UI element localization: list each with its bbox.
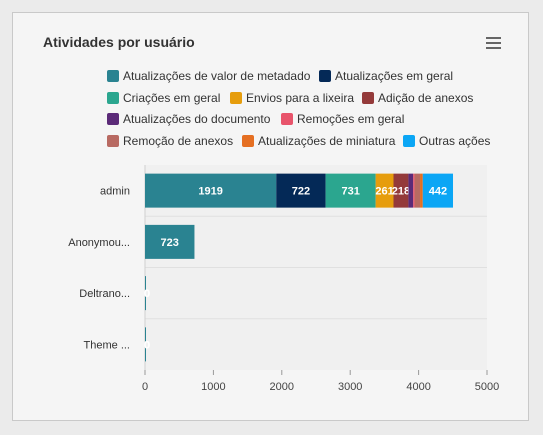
legend-swatch [281,113,293,125]
panel-title: Atividades por usuário [43,34,195,50]
bar-segment-theme-atualizacoes-de-valor-de-metadado[interactable] [145,327,146,362]
data-label: 0 [144,339,150,351]
legend-label: Envios para a lixeira [246,91,355,105]
legend-swatch [242,135,254,147]
bar-segment-admin-atualizacoes-do-documento[interactable] [408,173,414,208]
data-label: 218 [392,186,410,198]
bar-segment-deltrano-atualizacoes-de-valor-de-metadado[interactable] [145,276,146,311]
legend-item-atualizacoes-de-miniatura[interactable]: Atualizações de miniatura [242,134,395,148]
data-label: 442 [429,186,447,198]
legend-swatch [107,113,119,125]
legend-item-remocoes-em-geral[interactable]: Remoções em geral [281,112,404,126]
bar-segment-admin-remocao-de-anexos[interactable] [414,173,421,208]
legend-swatch [230,92,242,104]
category-label-deltrano: Deltrano... [79,288,130,300]
x-tick-label: 0 [142,381,148,393]
legend-swatch [362,92,374,104]
legend-label: Adição de anexos [378,91,474,105]
legend-label: Remoção de anexos [123,134,234,148]
legend-item-atualizacoes-do-documento[interactable]: Atualizações do documento [107,112,270,126]
legend-label: Atualizações de valor de metadado [123,69,311,83]
data-label: 1919 [198,186,222,198]
legend-swatch [403,135,415,147]
legend-item-criacoes-em-geral[interactable]: Criações em geral [107,91,220,105]
legend-label: Remoções em geral [297,112,405,126]
legend-swatch [107,92,119,104]
legend-label: Criações em geral [123,91,221,105]
bar-segment-admin-outras-acoes[interactable] [422,173,454,208]
data-label: 722 [292,186,310,198]
legend-swatch [107,70,119,82]
legend-label: Atualizações do documento [123,112,271,126]
bar-segment-admin-atualizacoes-de-miniatura[interactable] [420,173,423,208]
legend-label: Atualizações de miniatura [258,134,396,148]
legend-item-atualizacoes-de-valor-de-metadado[interactable]: Atualizações de valor de metadado [107,69,310,83]
legend-label: Outras ações [419,134,491,148]
x-tick-label: 1000 [201,381,225,393]
x-tick-label: 4000 [406,381,430,393]
legend-item-envios-para-a-lixeira[interactable]: Envios para a lixeira [230,91,354,105]
category-label-admin: admin [100,186,130,198]
category-label-anonymou: Anonymou... [68,237,130,249]
category-label-theme: Theme ... [84,339,130,351]
data-label: 723 [161,237,179,249]
bar-segment-admin-criacoes-em-geral[interactable] [325,173,376,208]
legend-item-adicao-de-anexos[interactable]: Adição de anexos [362,91,473,105]
legend-swatch [107,135,119,147]
bar-segment-anonymou-atualizacoes-de-valor-de-metadado[interactable] [145,224,195,259]
hamburger-menu-icon[interactable] [485,35,503,49]
bar-segment-admin-envios-para-a-lixeira[interactable] [375,173,394,208]
data-label: 731 [341,186,359,198]
bar-segment-admin-adicao-de-anexos[interactable] [393,173,409,208]
legend-item-remocao-de-anexos[interactable]: Remoção de anexos [107,134,233,148]
legend-item-outras-acoes[interactable]: Outras ações [403,134,490,148]
data-label: 261 [375,186,393,198]
bar-segment-admin-atualizacoes-de-valor-de-metadado[interactable] [145,173,277,208]
legend-swatch [319,70,331,82]
x-tick-label: 2000 [270,381,294,393]
x-tick-label: 3000 [338,381,362,393]
x-tick-label: 5000 [475,381,499,393]
bar-segment-admin-atualizacoes-em-geral[interactable] [276,173,326,208]
data-label: 0 [144,288,150,300]
legend-label: Atualizações em geral [335,69,454,83]
bar-segment-admin-remocoes-em-geral[interactable] [413,173,415,208]
legend-item-atualizacoes-em-geral[interactable]: Atualizações em geral [319,69,453,83]
